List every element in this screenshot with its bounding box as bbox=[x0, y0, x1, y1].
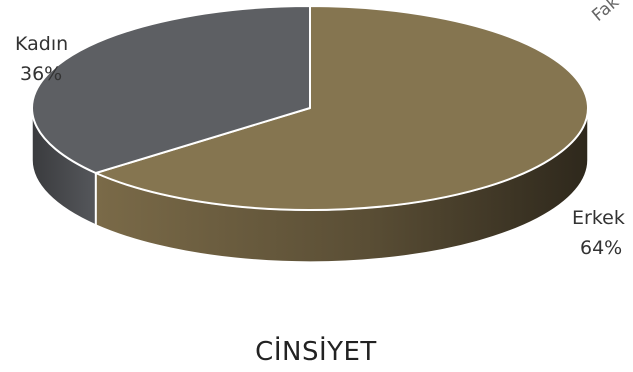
pie-slice-erkek bbox=[94, 5, 589, 211]
slice-label-kadin: Kadın bbox=[15, 33, 68, 55]
slice-value-erkek: 64% bbox=[580, 237, 622, 259]
chart-title: CİNSİYET bbox=[255, 335, 377, 367]
pie-tops-group bbox=[31, 5, 589, 211]
watermark-text: Fak bbox=[588, 0, 623, 26]
slice-value-kadin: 36% bbox=[20, 63, 62, 85]
slice-label-erkek: Erkek bbox=[572, 207, 625, 229]
pie-slice-kadın bbox=[31, 5, 311, 175]
